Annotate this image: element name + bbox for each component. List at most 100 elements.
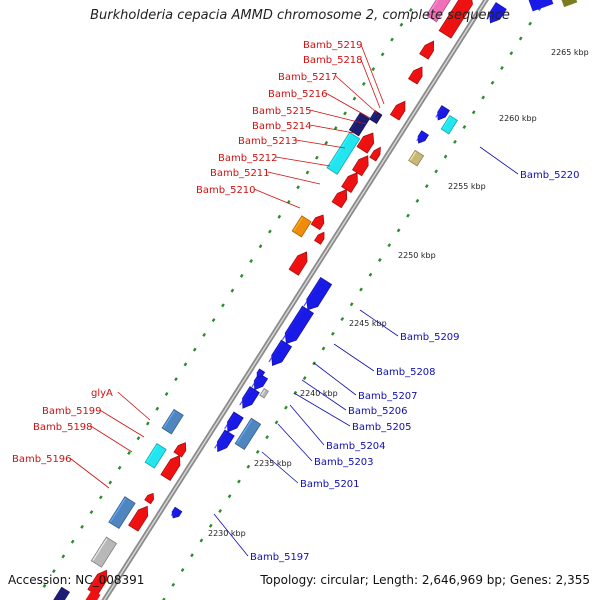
accession-label: Accession: NC_008391 xyxy=(8,573,145,587)
gene-highlight xyxy=(442,116,451,130)
gene-label-leader xyxy=(309,124,355,134)
gene-feature xyxy=(271,339,293,366)
outer-tick-mark xyxy=(284,405,288,410)
gene-feature xyxy=(160,455,181,482)
gene-highlight xyxy=(239,387,252,406)
gene-label: Bamb_5213 xyxy=(238,136,298,147)
inner-tick-mark xyxy=(192,347,197,352)
gene-feature xyxy=(173,442,187,458)
gene-label-leader xyxy=(261,451,299,484)
gene-label-leader xyxy=(253,188,301,209)
gene-label: Bamb_5216 xyxy=(268,89,328,100)
gene-highlight xyxy=(486,3,498,20)
gene-label-leader xyxy=(333,343,375,372)
inner-tick-mark xyxy=(145,421,150,426)
map-title: Burkholderia cepacia AMMD chromosome 2, … xyxy=(90,8,510,23)
gene-feature xyxy=(389,100,406,121)
inner-tick-mark xyxy=(324,140,329,145)
gene-feature xyxy=(288,251,308,276)
gene-feature xyxy=(369,146,381,162)
gene-feature xyxy=(310,214,325,231)
inner-tick-mark xyxy=(399,22,404,27)
outer-tick-mark xyxy=(218,508,223,513)
gene-label-leader xyxy=(335,75,378,114)
gene-feature xyxy=(425,0,451,23)
gene-highlight xyxy=(92,538,108,561)
gene-highlight xyxy=(290,256,300,270)
outer-tick-mark xyxy=(331,331,335,336)
gene-label: Bamb_5201 xyxy=(300,479,360,490)
inner-tick-mark xyxy=(230,288,235,293)
gene-label: Bamb_5196 xyxy=(12,454,72,465)
gene-highlight xyxy=(350,114,362,131)
gene-label: Bamb_5211 xyxy=(210,168,270,179)
outer-tick-mark xyxy=(434,169,439,174)
inner-tick-mark xyxy=(315,155,319,160)
outer-tick-mark xyxy=(396,228,401,233)
gene-highlight xyxy=(129,510,140,526)
gene-feature xyxy=(144,443,167,469)
gene-label: Bamb_5214 xyxy=(252,121,312,132)
inner-tick-mark xyxy=(108,480,113,485)
gene-highlight xyxy=(303,278,322,307)
inner-tick-mark xyxy=(239,273,244,278)
gene-label-leader xyxy=(360,43,385,105)
gene-label-leader xyxy=(313,362,357,396)
outer-tick-mark xyxy=(406,213,410,218)
outer-tick-mark xyxy=(265,435,269,440)
gene-label-leader xyxy=(301,379,347,411)
inner-tick-mark xyxy=(390,37,394,42)
gene-feature xyxy=(227,411,244,433)
inner-tick-mark xyxy=(296,185,300,190)
outer-tick-mark xyxy=(518,36,523,41)
inner-tick-mark xyxy=(352,96,357,101)
inner-tick-mark xyxy=(164,391,169,396)
scale-label: 2240 kbp xyxy=(300,389,338,398)
gene-feature xyxy=(234,417,262,451)
scale-label: 2245 kbp xyxy=(349,319,387,328)
gene-label: Bamb_5207 xyxy=(358,391,418,402)
gene-label-leader xyxy=(213,513,249,557)
gene-feature xyxy=(408,66,423,85)
gene-highlight xyxy=(161,459,173,475)
gene-feature xyxy=(144,492,155,505)
gene-label: Bamb_5212 xyxy=(218,153,278,164)
gene-label: glyA xyxy=(91,388,113,399)
inner-tick-mark xyxy=(305,170,310,175)
gene-feature xyxy=(284,305,314,345)
inner-tick-mark xyxy=(174,377,178,382)
gene-highlight xyxy=(435,106,443,118)
gene-label: Bamb_5204 xyxy=(326,441,386,452)
gene-highlight xyxy=(109,497,126,523)
gene-feature xyxy=(408,149,425,167)
gene-highlight xyxy=(236,419,253,444)
inner-tick-mark xyxy=(117,465,122,470)
scale-label: 2235 kbp xyxy=(254,459,292,468)
gene-feature xyxy=(437,105,450,121)
gene-highlight xyxy=(268,341,283,363)
gene-feature xyxy=(242,386,260,409)
gene-label-leader xyxy=(90,425,133,453)
gene-label: Bamb_5206 xyxy=(348,406,408,417)
outer-tick-mark xyxy=(453,139,457,144)
gene-highlight xyxy=(342,176,350,187)
inner-tick-mark xyxy=(52,569,56,574)
inner-tick-mark xyxy=(70,539,75,544)
outer-tick-mark xyxy=(190,553,194,558)
gene-feature xyxy=(351,155,369,177)
gene-highlight xyxy=(175,445,180,453)
gene-feature xyxy=(108,496,136,530)
inner-tick-mark xyxy=(361,81,366,86)
outer-tick-mark xyxy=(274,420,279,425)
gene-highlight xyxy=(409,151,417,161)
scale-label: 2230 kbp xyxy=(208,529,246,538)
outer-tick-mark xyxy=(443,154,448,159)
gene-feature xyxy=(83,589,101,600)
gene-label-leader xyxy=(117,391,151,421)
inner-tick-mark xyxy=(155,406,160,411)
genome-summary: Topology: circular; Length: 2,646,969 bp… xyxy=(260,573,590,587)
scale-label: 2260 kbp xyxy=(499,114,537,123)
gene-highlight xyxy=(224,413,235,430)
